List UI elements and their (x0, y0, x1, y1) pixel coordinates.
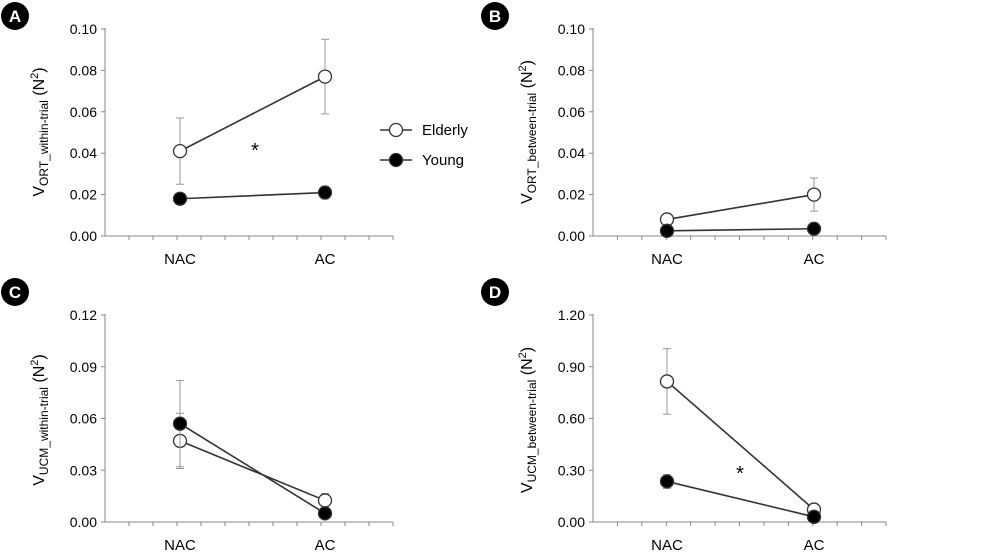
panel-a-badge (1, 2, 29, 30)
panel-a-y-axis-label-part: V (31, 186, 48, 197)
panel-c-x-tick-label: NAC (164, 537, 196, 553)
panel-d-significance-marker: * (736, 463, 744, 485)
panel-d-y-axis-label-part: (N (519, 358, 536, 379)
panel-a-y-axis-label-part: ORT_within-trial (37, 100, 51, 186)
panel-d-y-axis-label-part: 2 (517, 352, 529, 358)
panel-c-y-tick-label: 0.06 (70, 411, 97, 427)
panel-b-badge-label: B (489, 7, 501, 26)
panel-b-line-elderly (666, 193, 815, 221)
panel-c-y-axis-label-part: 2 (29, 360, 41, 366)
panel-c-marker-young (172, 416, 188, 431)
panel-c-x-tick-label: AC (315, 537, 336, 553)
panel-b-y-tick-label: 0.06 (558, 104, 585, 120)
panel-c-y-tick-label: 0.00 (70, 514, 97, 530)
panel-c-marker-young (317, 506, 333, 521)
panel-c-line-young (179, 422, 326, 515)
panel-b-y-axis-label-part: (N (519, 71, 536, 92)
panel-c-y-axis-label-part: V (31, 475, 48, 486)
panel-b-marker-young (659, 223, 675, 238)
panel-d-y-tick-label: 1.20 (558, 307, 585, 323)
panel-d-x-tick-label: AC (804, 537, 825, 553)
panel-a-y-axis-label-part: ) (31, 67, 48, 72)
panel-d-badge (481, 278, 509, 306)
panel-a-badge-label: A (9, 7, 21, 26)
panel-a-y-tick-label: 0.04 (70, 145, 97, 161)
panel-b-y-axis-label-part: 2 (517, 65, 529, 71)
panel-d-y-axis-label-part: UCM_between-trial (525, 380, 539, 483)
panel-c-marker-elderly (317, 493, 333, 508)
panel-a-line-elderly (179, 75, 326, 152)
legend: Elderly Young (380, 122, 468, 169)
panel-a-marker-young (317, 185, 333, 200)
panel-a-y-tick-label: 0.06 (70, 104, 97, 120)
panel-d-y-tick-label: 0.60 (558, 411, 585, 427)
panel-a-x-tick-label: NAC (164, 251, 196, 268)
panel-b-y-tick-label: 0.10 (558, 21, 585, 37)
panel-b-y-tick-label: 0.04 (558, 145, 585, 161)
panel-d: D 0.00 0.30 0.60 0.90 1.20 NAC AC VUCM_between-t… (481, 278, 887, 553)
panel-d-badge-label: D (489, 283, 501, 302)
panel-a: A 0.00 0.02 0.04 0.06 0.08 0.10 NAC AC VORT_withi… (1, 2, 394, 268)
panel-d-marker-young (659, 474, 675, 489)
panel-a-y-tick-label: 0.10 (70, 21, 97, 37)
panel-c-y-axis-label: VUCM_within-trial (N2) (29, 354, 51, 485)
legend-marker-young (388, 152, 404, 168)
panel-d-y-axis-label-part: ) (519, 347, 536, 352)
panel-a-marker-elderly (317, 69, 333, 84)
panel-a-y-axis-label: VORT_within-trial (N2) (29, 67, 51, 196)
panel-d-y-tick-label: 0.30 (558, 462, 585, 478)
panel-d-y-axis-label-part: V (519, 482, 536, 493)
panel-d-x-tick-label: NAC (651, 537, 683, 553)
panel-a-y-tick-label: 0.02 (70, 187, 97, 203)
panel-b-y-tick-label: 0.08 (558, 62, 585, 78)
panel-b-badge (481, 2, 509, 30)
legend-label-young: Young (422, 152, 464, 169)
panel-d-y-tick-label: 0.00 (558, 514, 585, 530)
panel-b-y-axis-label-part: ) (519, 60, 536, 65)
panel-c-y-axis-label-part: ) (31, 354, 48, 359)
panel-b-y-axis-label-part: V (519, 193, 536, 204)
panel-c-badge-label: C (9, 283, 21, 302)
panel-c-badge (1, 278, 29, 306)
panel-d-line-young (666, 480, 815, 518)
legend-label-elderly: Elderly (422, 122, 468, 139)
panel-d-y-axis-label: VUCM_between-trial (N2) (517, 347, 539, 493)
panel-b-y-tick-label: 0.00 (558, 228, 585, 244)
panel-b-marker-young (806, 221, 822, 236)
panel-d-marker-young (806, 509, 822, 524)
panel-a-significance-marker: * (251, 140, 259, 162)
panel-b-x-tick-label: AC (804, 251, 825, 268)
panel-b-y-axis-label-part: ORT_between-trial (525, 93, 539, 194)
panel-a-marker-young (172, 191, 188, 206)
panel-b: B 0.00 0.02 0.04 0.06 0.08 0.10 NAC AC VORT_betwe… (481, 2, 887, 268)
panel-a-x-tick-label: AC (315, 251, 336, 268)
panel-b-x-tick-label: NAC (651, 251, 683, 268)
panel-a-y-axis-label-part: (N (31, 79, 48, 100)
panel-c-y-axis-label-part: UCM_within-trial (37, 387, 51, 475)
panel-b-y-axis-label: VORT_between-trial (N2) (517, 60, 539, 204)
panel-a-marker-elderly (172, 143, 188, 159)
panel-a-y-tick-label: 0.08 (70, 62, 97, 78)
panel-a-y-axis-label-part: 2 (29, 73, 41, 79)
panel-c: C 0.00 0.03 0.06 0.09 0.12 NAC AC VUCM_within-tr… (1, 278, 394, 553)
panel-b-marker-elderly (806, 187, 822, 202)
panel-c-line-elderly (179, 440, 326, 502)
panel-b-y-tick-label: 0.02 (558, 187, 585, 203)
panel-a-y-tick-label: 0.00 (70, 228, 97, 244)
panel-d-marker-elderly (659, 374, 675, 389)
panel-c-y-axis-label-part: (N (31, 366, 48, 387)
panel-a-line-young (179, 191, 326, 200)
panel-d-y-tick-label: 0.90 (558, 359, 585, 375)
panel-c-y-tick-label: 0.12 (70, 307, 97, 323)
panel-b-line-young (666, 227, 815, 232)
panel-c-y-tick-label: 0.03 (70, 462, 97, 478)
panel-c-y-tick-label: 0.09 (70, 359, 97, 375)
legend-marker-elderly (388, 122, 404, 138)
panel-d-line-elderly (666, 380, 815, 511)
